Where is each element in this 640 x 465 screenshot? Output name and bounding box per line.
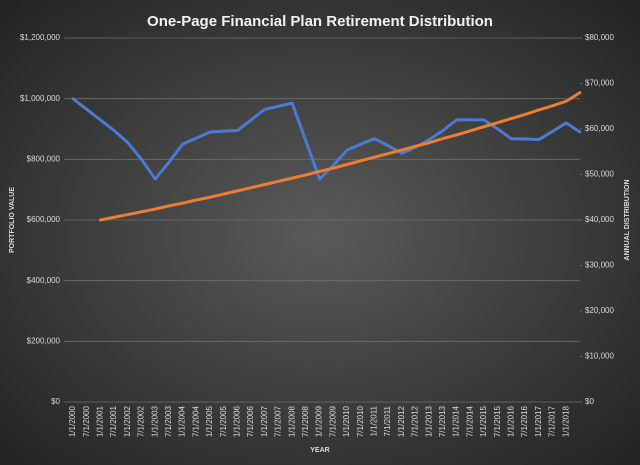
y2-tick-label: $20,000 [585, 306, 614, 315]
series-line [71, 97, 582, 181]
x-tick-label: 7/1/2005 [219, 405, 228, 437]
y-tick-label: $1,000,000 [20, 94, 61, 103]
y-tick-label: $1,200,000 [20, 33, 61, 42]
x-tick-label: 7/1/2012 [411, 405, 420, 437]
x-tick-label: 1/1/2004 [178, 405, 187, 437]
x-tick-label: 7/1/2009 [328, 405, 337, 437]
x-tick-label: 1/1/2006 [233, 405, 242, 437]
x-tick-label: 7/1/2017 [548, 405, 557, 437]
y-tick-label: $600,000 [27, 215, 61, 224]
y2-tick-label: $60,000 [585, 124, 614, 133]
x-tick-label: 7/1/2004 [191, 405, 200, 437]
x-tick-label: 1/1/2012 [397, 405, 406, 437]
y2-tick-label: $70,000 [585, 79, 614, 88]
x-tick-label: 1/1/2016 [507, 405, 516, 437]
x-tick-label: 1/1/2013 [424, 405, 433, 437]
y2-tick-label: $50,000 [585, 170, 614, 179]
y2-tick-label: $10,000 [585, 352, 614, 361]
y-axis-title: PORTFOLIO VALUE [9, 187, 16, 253]
x-tick-label: 1/1/2002 [123, 405, 132, 437]
x-tick-label: 7/1/2015 [493, 405, 502, 437]
x-tick-label: 7/1/2007 [274, 405, 283, 437]
x-tick-label: 1/1/2000 [68, 405, 77, 437]
x-tick-label: 7/1/2016 [520, 405, 529, 437]
x-tick-label: 1/1/2005 [205, 405, 214, 437]
x-tick-label: 1/1/2014 [452, 405, 461, 437]
y-tick-label: $0 [51, 397, 60, 406]
x-tick-label: 1/1/2011 [370, 405, 379, 436]
y2-tick-label: $80,000 [585, 33, 614, 42]
x-tick-label: 7/1/2000 [82, 405, 91, 437]
x-tick-label: 1/1/2001 [96, 405, 105, 437]
x-tick-label: 7/1/2014 [465, 405, 474, 437]
x-tick-label: 7/1/2003 [164, 405, 173, 437]
x-tick-label: 7/1/2006 [246, 405, 255, 437]
x-tick-label: 1/1/2007 [260, 405, 269, 437]
x-tick-label: 7/1/2008 [301, 405, 310, 437]
x-tick-label: 7/1/2011 [383, 405, 392, 436]
series-line [98, 91, 582, 222]
x-tick-label: 7/1/2002 [137, 405, 146, 437]
y2-tick-label: $30,000 [585, 261, 614, 270]
y-tick-label: $400,000 [27, 276, 61, 285]
x-tick-label: 1/1/2010 [342, 405, 351, 437]
y-tick-label: $800,000 [27, 154, 61, 163]
x-axis-title: YEAR [310, 447, 329, 454]
x-tick-label: 7/1/2010 [356, 405, 365, 437]
y-tick-label: $200,000 [27, 336, 61, 345]
x-tick-label: 1/1/2003 [150, 405, 159, 437]
x-tick-label: 1/1/2018 [561, 405, 570, 437]
x-tick-label: 1/1/2009 [315, 405, 324, 437]
y2-tick-label: $0 [585, 397, 594, 406]
x-tick-label: 1/1/2008 [287, 405, 296, 437]
x-tick-label: 7/1/2013 [438, 405, 447, 437]
x-tick-label: 1/1/2017 [534, 405, 543, 437]
x-tick-label: 7/1/2001 [109, 405, 118, 437]
y2-axis-title: ANNUAL DISTRIBUTION [624, 179, 631, 260]
y2-tick-label: $40,000 [585, 215, 614, 224]
chart-title: One-Page Financial Plan Retirement Distr… [147, 13, 493, 30]
x-tick-label: 1/1/2015 [479, 405, 488, 437]
